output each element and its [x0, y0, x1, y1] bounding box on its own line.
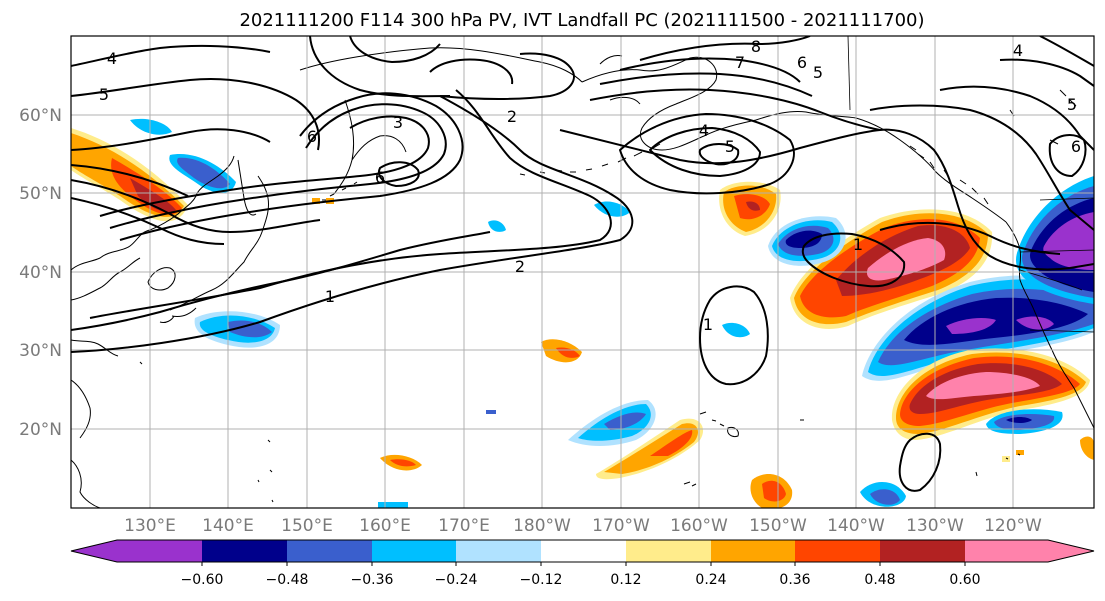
lon-label: 130°E [124, 516, 176, 536]
pv-label: 1 [853, 235, 863, 254]
pv-label: 1 [325, 287, 335, 306]
hawaiian-islands [699, 411, 739, 437]
colorbar-tick-label: 0.12 [610, 572, 641, 588]
pv-label: 7 [735, 53, 745, 72]
colorbar-tick-label: 0.48 [864, 572, 895, 588]
lon-label: 160°W [670, 516, 728, 536]
ivt-negative-region [870, 489, 900, 505]
lat-label: 20°N [19, 420, 62, 440]
ivt-negative-region [568, 400, 656, 446]
lon-label: 150°E [281, 516, 333, 536]
pv-label: 4 [1013, 41, 1023, 60]
colorbar-outline [70, 539, 1095, 563]
pv-label: 4 [107, 49, 117, 68]
lat-label: 50°N [19, 184, 62, 204]
lon-label: 140°W [827, 516, 885, 536]
ivt-positive-region [390, 459, 416, 467]
ivt-positive-region [719, 181, 781, 236]
longitude-labels: 130°E 140°E 150°E 160°E 170°E 180°W 170°… [124, 516, 1042, 536]
pv-label: 5 [813, 63, 823, 82]
ivt-negative-region [986, 409, 1063, 434]
ivt-positive-region [1080, 436, 1094, 460]
ivt-negative-region [722, 322, 750, 338]
map-title: 2021111200 F114 300 hPa PV, IVT Landfall… [239, 10, 924, 31]
ivt-negative-region [862, 275, 1094, 381]
lon-label: 170°E [438, 516, 490, 536]
pv-label: 5 [725, 137, 735, 156]
colorbar-bin [117, 540, 202, 562]
colorbar-tick-label: 0.24 [695, 572, 726, 588]
lon-label: 170°W [592, 516, 650, 536]
colorbar-bin [965, 540, 1048, 562]
pv-label: 1 [703, 315, 713, 334]
ivt-positive-region [891, 348, 1090, 440]
ivt-positive-region [1016, 450, 1024, 455]
ivt-positive-region [750, 474, 793, 508]
pv-label: 6 [307, 127, 317, 146]
colorbar-bin [456, 540, 541, 562]
colorbar-tick-label: −0.24 [435, 572, 478, 588]
pv-label: 8 [751, 37, 761, 56]
ivt-negative-region [486, 410, 496, 414]
pv-label: 6 [375, 168, 385, 187]
colorbar-tick-label: 0.36 [779, 572, 810, 588]
lat-label: 30°N [19, 341, 62, 361]
pv-label: 4 [699, 121, 709, 140]
pv-label: 2 [507, 107, 517, 126]
pv-label: 3 [393, 113, 403, 132]
pv-contours [71, 36, 1094, 492]
colorbar-bin [795, 540, 880, 562]
lon-label: 150°W [749, 516, 807, 536]
lon-label: 160°E [359, 516, 411, 536]
map-panel: 4 5 6 3 2 6 2 1 4 5 8 7 6 5 1 1 6 5 4 [70, 35, 1095, 509]
lat-label: 40°N [19, 263, 62, 283]
colorbar-bin [541, 540, 626, 562]
colorbar-extend-min [71, 540, 117, 562]
pv-label: 6 [1071, 137, 1081, 156]
pv-label: 6 [797, 53, 807, 72]
lon-label: 120°W [984, 516, 1042, 536]
ivt-negative-region [130, 118, 236, 193]
colorbar-tick-label: −0.60 [181, 572, 224, 588]
colorbar: −0.60 −0.48 −0.36 −0.24 −0.12 0.12 0.24 … [70, 539, 1095, 588]
pv-label: 5 [99, 85, 109, 104]
colorbar-bin [202, 540, 287, 562]
ivt-negative-region [378, 502, 408, 508]
lat-label: 60°N [19, 106, 62, 126]
ivt-positive-region [1002, 456, 1010, 462]
colorbar-bin [287, 540, 372, 562]
ivt-negative-region [488, 220, 506, 232]
lon-label: 130°W [906, 516, 964, 536]
pv-label: 2 [515, 257, 525, 276]
colorbar-extend-max [1048, 540, 1094, 562]
pv-contour-labels: 4 5 6 3 2 6 2 1 4 5 8 7 6 5 1 1 6 5 4 [99, 37, 1081, 334]
colorbar-tick-label: −0.48 [266, 572, 309, 588]
colorbar-bin [626, 540, 711, 562]
pv-label: 5 [1067, 95, 1077, 114]
colorbar-tick-label: 0.60 [949, 572, 980, 588]
lon-label: 180°W [513, 516, 571, 536]
colorbar-bin [711, 540, 795, 562]
lon-label: 140°E [202, 516, 254, 536]
latitude-labels: 20°N 30°N 40°N 50°N 60°N [19, 106, 62, 440]
ivt-negative-region [768, 216, 846, 266]
colorbar-bin [372, 540, 456, 562]
ivt-positive-region [596, 418, 704, 480]
colorbar-tick-label: −0.12 [520, 572, 563, 588]
colorbar-tick-label: −0.36 [351, 572, 394, 588]
colorbar-bin [880, 540, 965, 562]
map-frame [70, 35, 1095, 509]
